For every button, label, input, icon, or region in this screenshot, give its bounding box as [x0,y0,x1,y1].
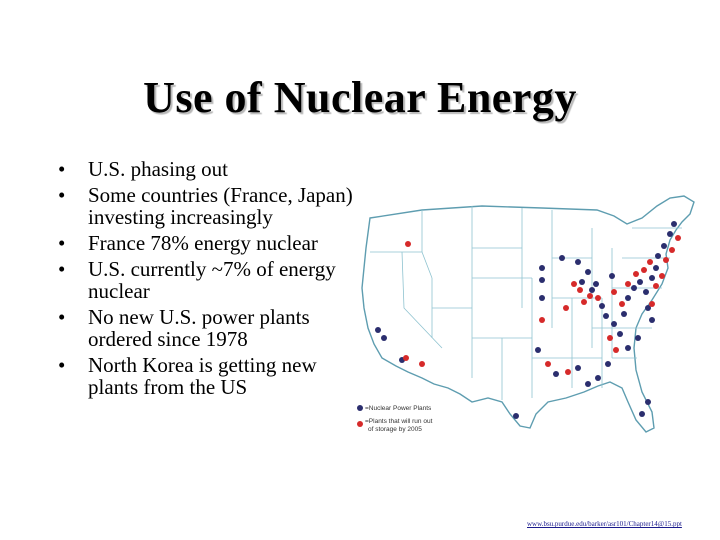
legend-nuclear-label: =Nuclear Power Plants [365,405,432,412]
bullet-dot: • [58,231,66,255]
bullet-item: • No new U.S. power plants ordered since … [58,306,358,350]
bullet-text: Some countries (France, Japan) investing… [88,183,353,229]
bullet-dot: • [58,183,66,207]
bullet-text: U.S. currently ~7% of energy nuclear [88,257,336,303]
bullet-item: • France 78% energy nuclear [58,232,358,254]
us-outline [361,195,695,433]
map-legend: =Nuclear Power Plants =Plants that will … [357,405,433,433]
bullet-item: • North Korea is getting new plants from … [58,354,358,398]
slide-title: Use of Nuclear Energy [143,73,577,122]
source-link[interactable]: www.bsu.purdue.edu/barker/asr101/Chapter… [527,520,682,528]
bullet-item: • Some countries (France, Japan) investin… [58,184,358,228]
running-out-markers [403,235,681,375]
bullet-item: • U.S. currently ~7% of energy nuclear [58,258,358,302]
bullet-text: France 78% energy nuclear [88,231,318,255]
bullet-dot: • [58,305,66,329]
bullet-dot: • [58,353,66,377]
bullet-dot: • [58,157,66,181]
bullet-text: U.S. phasing out [88,157,229,181]
us-nuclear-plants-map: =Nuclear Power Plants =Plants that will … [357,195,695,433]
bullet-item: • U.S. phasing out [58,158,358,180]
bullet-dot: • [58,257,66,281]
state-borders [370,206,682,400]
legend-running-out-label-1: =Plants that will run out [365,418,433,425]
bullet-text: No new U.S. power plants ordered since 1… [88,305,310,351]
legend-nuclear-dot [357,405,363,411]
bullet-text: North Korea is getting new plants from t… [88,353,317,399]
bullet-list: • U.S. phasing out • Some countries (Franc… [58,158,358,402]
legend-running-out-label-2: of storage by 2005 [368,426,422,433]
legend-running-out-dot [357,421,363,427]
nuclear-plant-markers [375,221,677,419]
